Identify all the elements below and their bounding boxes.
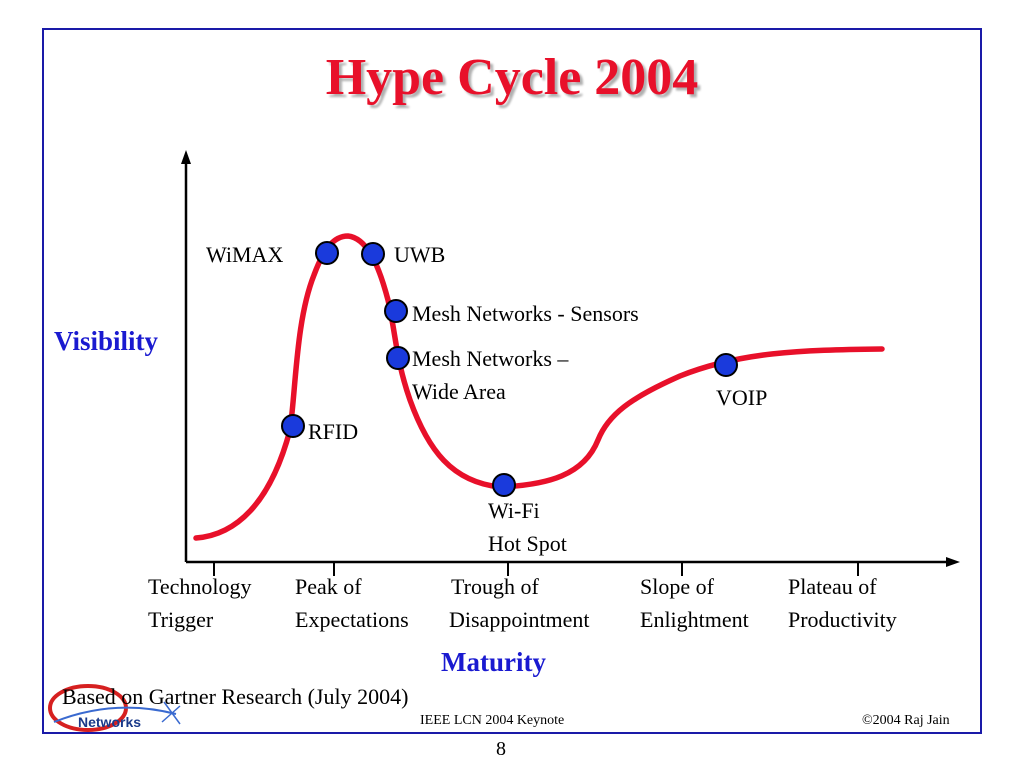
label-mesh-wide-area-line1: Mesh Networks – [412, 346, 569, 371]
phase-line1: Peak of [295, 574, 362, 599]
phase-line2: Trigger [148, 607, 214, 632]
logo-swoosh-icon [48, 684, 181, 732]
point-mesh-sensors [384, 299, 408, 323]
label-wifi-line1: Wi-Fi [488, 498, 540, 523]
point-wifi [492, 473, 516, 497]
point-wimax [315, 241, 339, 265]
footer-center: IEEE LCN 2004 Keynote [420, 713, 565, 728]
phase-line2: Enlightment [640, 607, 749, 632]
company-logo: Networks [44, 678, 184, 736]
page-number: 8 [496, 738, 506, 760]
source-note: Based on Gartner Research (July 2004) [62, 684, 409, 709]
label-mesh-sensors: Mesh Networks - Sensors [412, 301, 639, 326]
point-voip [714, 353, 738, 377]
point-mesh-wide-area [386, 346, 410, 370]
slide-title: Hype Cycle 2004 [325, 49, 699, 106]
technology-points [281, 241, 738, 497]
point-uwb [361, 242, 385, 266]
label-voip: VOIP [716, 385, 768, 410]
x-axis-label: Maturity [441, 647, 546, 677]
y-axis-arrow [181, 150, 191, 164]
phase-line1: Trough of [451, 574, 539, 599]
label-mesh-wide-area: Mesh Networks – Wide Area [412, 342, 568, 408]
y-axis-label: Visibility [54, 326, 159, 356]
logo-text: Networks [78, 714, 142, 730]
label-mesh-wide-area-line2: Wide Area [412, 379, 506, 404]
label-wifi-line2: Hot Spot [488, 531, 567, 556]
slide-frame [42, 28, 982, 734]
phase-line1: Technology [148, 574, 252, 599]
label-wimax: WiMAX [206, 242, 284, 267]
phase-plateau-of-productivity: Plateau of Productivity [788, 570, 897, 636]
phase-trough-of-disappointment: Trough of Disappointment [449, 570, 590, 636]
phase-line1: Slope of [640, 574, 714, 599]
label-rfid: RFID [308, 419, 359, 444]
phase-slope-of-enlightment: Slope of Enlightment [640, 570, 749, 636]
phase-peak-of-expectations: Peak of Expectations [295, 570, 409, 636]
hype-curve [193, 233, 885, 541]
phase-line2: Disappointment [449, 607, 590, 632]
footer-copyright: ©2004 Raj Jain [862, 713, 950, 728]
phase-technology-trigger: Technology Trigger [148, 570, 252, 636]
label-uwb: UWB [394, 242, 446, 267]
point-rfid [281, 414, 305, 438]
phase-line2: Productivity [788, 607, 897, 632]
x-axis-arrow [946, 557, 960, 567]
x-axis-ticks [213, 562, 859, 576]
phase-line2: Expectations [295, 607, 409, 632]
phase-line1: Plateau of [788, 574, 877, 599]
label-wifi-hotspot: Wi-Fi Hot Spot [488, 494, 567, 560]
